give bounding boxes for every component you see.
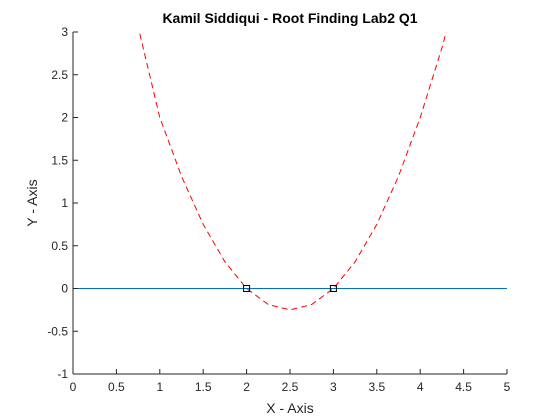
y-axis-title: Y - Axis (24, 179, 40, 226)
y-tick-label: 2.5 (51, 68, 68, 82)
x-tick-label: 4.5 (455, 380, 472, 394)
root-marker (243, 285, 251, 292)
plot-area (73, 32, 507, 374)
x-tick-label: 1.5 (195, 380, 212, 394)
x-tick-label: 0.5 (108, 380, 125, 394)
y-tick-label: 0 (61, 282, 68, 296)
y-tick-label: 2 (61, 111, 68, 125)
y-tick-label: -1 (57, 367, 68, 381)
x-tick-label: 2.5 (282, 380, 299, 394)
x-tick-label: 2 (243, 380, 250, 394)
x-tick-label: 1 (156, 380, 163, 394)
y-tick-label: -0.5 (47, 324, 68, 338)
x-tick-label: 3.5 (368, 380, 385, 394)
y-tick-label: 0.5 (51, 239, 68, 253)
root-marker (329, 285, 337, 292)
x-tick-label: 3 (330, 380, 337, 394)
x-tick-label: 5 (504, 380, 511, 394)
y-tick-label: 3 (61, 25, 68, 39)
y-tick-label: 1 (61, 196, 68, 210)
x-tick-label: 0 (70, 380, 77, 394)
y-tick-label: 1.5 (51, 153, 68, 167)
x-tick-label: 4 (417, 380, 424, 394)
x-axis-title: X - Axis (266, 400, 313, 416)
chart-title: Kamil Siddiqui - Root Finding Lab2 Q1 (162, 10, 417, 26)
